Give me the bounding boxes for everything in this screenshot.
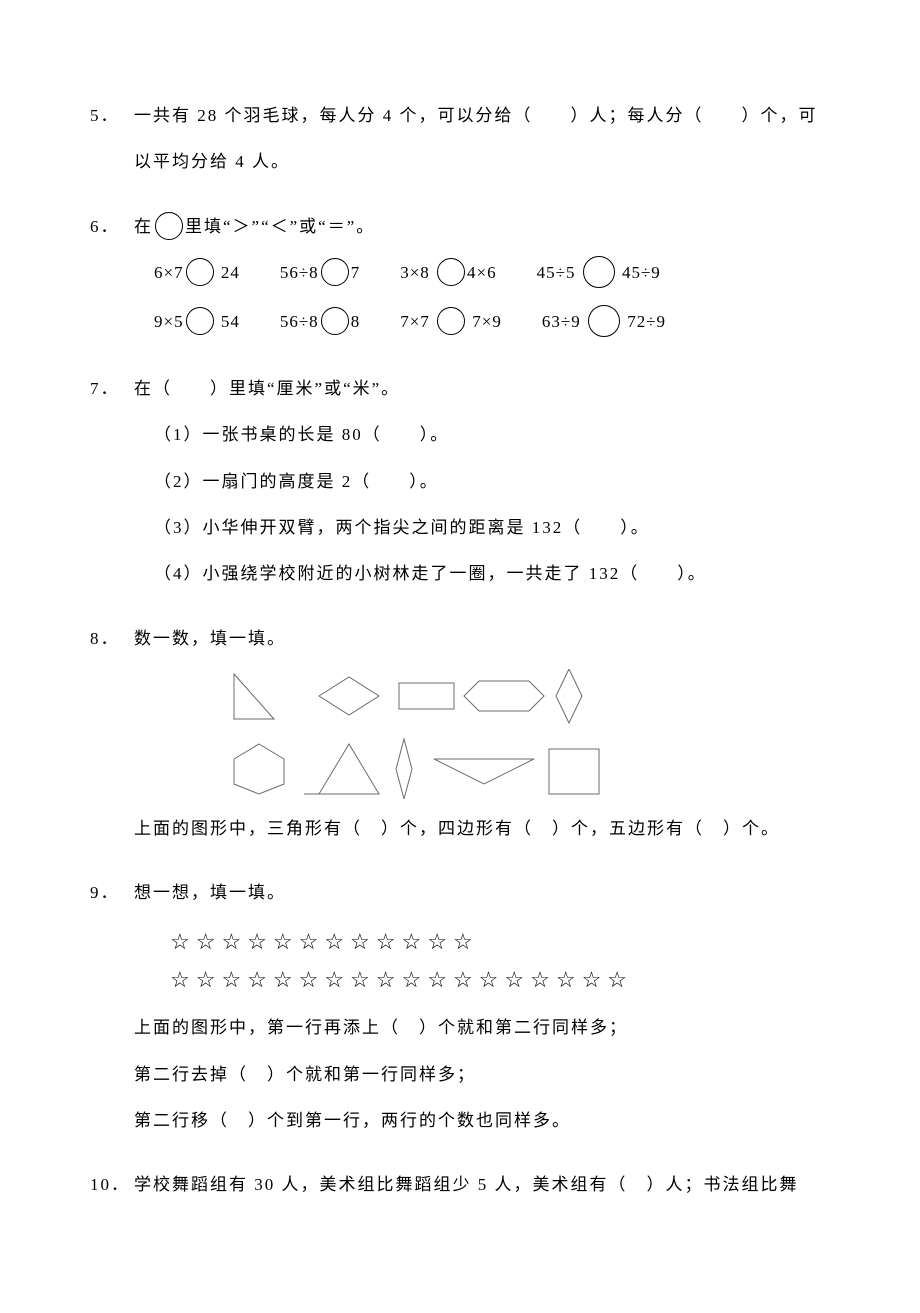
question-5: 5． 一共有 28 个羽毛球，每人分 4 个，可以分给（ ）人；每人分（ ）个，… [90,100,830,193]
worksheet-page: 5． 一共有 28 个羽毛球，每人分 4 个，可以分给（ ）人；每人分（ ）个，… [0,0,920,1313]
expr-left: 6×7 [154,263,184,282]
question-6: 6． 在 里填“＞”“＜”或“＝”。 6×7 24 56÷8 7 3×8 4×6 4… [90,211,830,355]
question-10: 10． 学校舞蹈组有 30 人，美术组比舞蹈组少 5 人，美术组有（ ）人；书法… [90,1169,830,1215]
question-7-number: 7． [90,373,134,405]
expr-right: 8 [351,312,361,331]
comp-cell: 3×8 4×6 [400,257,496,290]
question-7-item-4: （4）小强绕学校附近的小树林走了一圈，一共走了 132（ ）。 [154,558,830,590]
question-9-line-2: 第二行去掉（ ）个就和第一行同样多； [134,1059,830,1091]
question-9-body: 想一想，填一填。 ☆☆☆☆☆☆☆☆☆☆☆☆ ☆☆☆☆☆☆☆☆☆☆☆☆☆☆☆☆☆☆… [134,877,830,1151]
expr-right: 54 [221,312,240,331]
expr-left: 45÷5 [537,263,576,282]
circle-blank-icon [186,307,214,335]
question-7-intro: 在（ ）里填“厘米”或“米”。 [134,373,830,405]
expr-right: 7 [351,263,361,282]
question-7: 7． 在（ ）里填“厘米”或“米”。 （1）一张书桌的长是 80（ ）。 （2）… [90,373,830,604]
expr-left: 9×5 [154,312,184,331]
shapes-svg [204,669,604,799]
comp-cell: 56÷8 7 [280,257,360,290]
star-row-1: ☆☆☆☆☆☆☆☆☆☆☆☆ [170,923,830,960]
question-7-item-3: （3）小华伸开双臂，两个指尖之间的距离是 132（ ）。 [154,512,830,544]
comp-cell: 63÷9 72÷9 [542,306,666,339]
comp-cell: 9×5 54 [154,306,240,339]
question-5-line1: 一共有 28 个羽毛球，每人分 4 个，可以分给（ ）人；每人分（ ）个，可 [134,100,830,132]
question-6-intro-b: 里填“＞”“＜”或“＝”。 [185,217,375,236]
question-10-body: 学校舞蹈组有 30 人，美术组比舞蹈组少 5 人，美术组有（ ）人；书法组比舞 [134,1169,830,1215]
question-7-body: 在（ ）里填“厘米”或“米”。 （1）一张书桌的长是 80（ ）。 （2）一扇门… [134,373,830,604]
expr-right: 45÷9 [622,263,661,282]
expr-right: 24 [221,263,240,282]
question-7-items: （1）一张书桌的长是 80（ ）。 （2）一扇门的高度是 2（ ）。 （3）小华… [134,419,830,590]
expr-right: 4×6 [467,263,497,282]
question-7-item-1: （1）一张书桌的长是 80（ ）。 [154,419,830,451]
question-10-number: 10． [90,1169,134,1201]
expr-right: 7×9 [472,312,502,331]
circle-blank-icon [186,258,214,286]
question-9-line-1: 上面的图形中，第一行再添上（ ）个就和第二行同样多； [134,1012,830,1044]
circle-blank-icon [437,307,465,335]
question-10-text: 学校舞蹈组有 30 人，美术组比舞蹈组少 5 人，美术组有（ ）人；书法组比舞 [134,1169,830,1201]
question-6-intro-a: 在 [134,217,153,236]
question-5-number: 5． [90,100,134,132]
expr-left: 63÷9 [542,312,581,331]
question-6-row-2: 9×5 54 56÷8 8 7×7 7×9 63÷9 72÷9 [154,306,830,339]
question-8-caption: 上面的图形中，三角形有（ ）个，四边形有（ ）个，五边形有（ ）个。 [134,813,830,845]
circle-blank-icon [321,258,349,286]
question-9: 9． 想一想，填一填。 ☆☆☆☆☆☆☆☆☆☆☆☆ ☆☆☆☆☆☆☆☆☆☆☆☆☆☆☆… [90,877,830,1151]
star-row-2: ☆☆☆☆☆☆☆☆☆☆☆☆☆☆☆☆☆☆ [170,961,830,998]
question-8-number: 8． [90,623,134,655]
question-9-line-3: 第二行移（ ）个到第一行，两行的个数也同样多。 [134,1105,830,1137]
comp-cell: 7×7 7×9 [400,306,502,339]
circle-blank-icon [437,258,465,286]
question-6-number: 6． [90,211,134,243]
question-7-item-2: （2）一扇门的高度是 2（ ）。 [154,466,830,498]
circle-blank-icon [583,256,615,288]
question-5-body: 一共有 28 个羽毛球，每人分 4 个，可以分给（ ）人；每人分（ ）个，可 以… [134,100,830,193]
comp-cell: 6×7 24 [154,257,240,290]
comp-cell: 45÷5 45÷9 [537,257,661,290]
question-8: 8． 数一数，填一填。 上面的图形中，三角形有（ ）个，四边形有（ ）个，五边形… [90,623,830,860]
question-8-shapes [204,669,830,799]
expr-left: 3×8 [400,263,430,282]
question-9-stars: ☆☆☆☆☆☆☆☆☆☆☆☆ ☆☆☆☆☆☆☆☆☆☆☆☆☆☆☆☆☆☆ [170,923,830,998]
circle-blank-icon [588,305,620,337]
question-5-line2: 以平均分给 4 人。 [134,146,830,178]
circle-blank-icon [155,212,183,240]
expr-right: 72÷9 [627,312,666,331]
question-6-row-1: 6×7 24 56÷8 7 3×8 4×6 45÷5 45÷9 [154,257,830,290]
comp-cell: 56÷8 8 [280,306,360,339]
question-6-intro: 在 里填“＞”“＜”或“＝”。 [134,211,830,243]
question-8-body: 数一数，填一填。 上面的图形中，三角形有（ ）个，四边形有（ ）个，五边形有（ … [134,623,830,860]
question-8-intro: 数一数，填一填。 [134,623,830,655]
expr-left: 56÷8 [280,263,319,282]
expr-left: 7×7 [400,312,430,331]
question-6-grid: 6×7 24 56÷8 7 3×8 4×6 45÷5 45÷9 9×5 54 56… [134,257,830,339]
expr-left: 56÷8 [280,312,319,331]
question-9-intro: 想一想，填一填。 [134,877,830,909]
question-6-body: 在 里填“＞”“＜”或“＝”。 6×7 24 56÷8 7 3×8 4×6 45÷5… [134,211,830,355]
question-9-number: 9． [90,877,134,909]
circle-blank-icon [321,307,349,335]
